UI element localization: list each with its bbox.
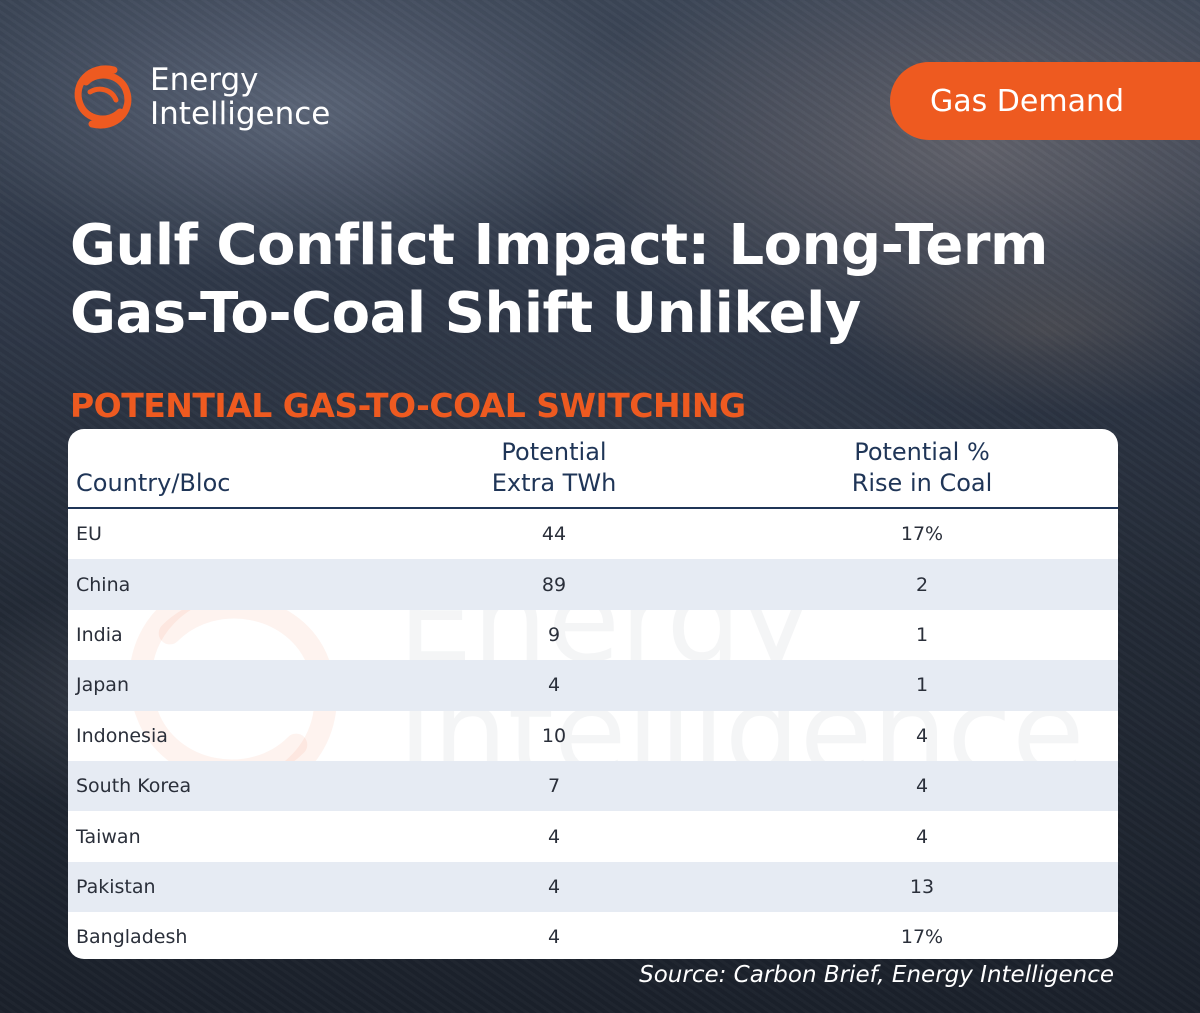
cell-country: India: [76, 623, 123, 646]
column-header-extra-twh-line1: Potential: [501, 438, 607, 466]
cell-extra-twh: 9: [547, 623, 561, 646]
cell-coal-rise: 4: [915, 724, 929, 747]
column-header-extra-twh-line2: Extra TWh: [491, 469, 617, 497]
source-note: Source: Carbon Brief, Energy Intelligenc…: [639, 962, 1114, 988]
table-row: India 9 1: [68, 610, 1118, 660]
cell-country: Taiwan: [76, 825, 141, 848]
table-row: Pakistan 4 13: [68, 861, 1118, 913]
table-row: South Korea 7 4: [68, 760, 1118, 812]
cell-extra-twh: 4: [547, 926, 561, 949]
table-header: Country/Bloc Potential Extra TWh Potenti…: [68, 429, 1118, 509]
cell-coal-rise: 1: [915, 674, 929, 697]
cell-extra-twh: 7: [547, 775, 561, 798]
table-row: Taiwan 4 4: [68, 811, 1118, 861]
page-title: Gulf Conflict Impact: Long-Term Gas-To-C…: [70, 212, 1150, 348]
brand-logo: Energy Intelligence: [70, 62, 330, 132]
cell-extra-twh: 10: [541, 724, 567, 747]
cell-country: Pakistan: [76, 875, 156, 898]
category-tag: Gas Demand: [890, 62, 1200, 140]
cell-extra-twh: 4: [547, 875, 561, 898]
cell-coal-rise: 13: [909, 875, 935, 898]
cell-coal-rise: 17%: [900, 523, 944, 546]
cell-country: Indonesia: [76, 724, 168, 747]
brand-name: Energy Intelligence: [150, 63, 330, 131]
cell-extra-twh: 89: [541, 573, 567, 596]
cell-coal-rise: 4: [915, 825, 929, 848]
table-row: Bangladesh 4 17%: [68, 912, 1118, 959]
column-header-coal-rise: Potential % Rise in Coal: [760, 437, 1084, 499]
column-header-coal-rise-line1: Potential %: [854, 438, 990, 466]
cell-country: South Korea: [76, 775, 192, 798]
cell-extra-twh: 4: [547, 825, 561, 848]
cell-country: Japan: [76, 674, 129, 697]
page-title-line2: Gas-To-Coal Shift Unlikely: [70, 281, 861, 346]
column-header-country-line2: Country/Bloc: [76, 469, 231, 497]
cell-coal-rise: 17%: [900, 926, 944, 949]
energy-intelligence-logo-icon: [74, 65, 132, 129]
page-title-line1: Gulf Conflict Impact: Long-Term: [70, 213, 1048, 278]
column-header-extra-twh: Potential Extra TWh: [392, 437, 716, 499]
brand-name-line2: Intelligence: [150, 96, 331, 132]
data-table: Energy Intelligence Country/Bloc Potenti…: [68, 429, 1118, 959]
table-row: Japan 4 1: [68, 660, 1118, 711]
cell-coal-rise: 4: [915, 775, 929, 798]
column-header-coal-rise-line2: Rise in Coal: [851, 469, 993, 497]
cell-country: Bangladesh: [76, 926, 188, 949]
column-header-country: Country/Bloc: [76, 468, 230, 499]
cell-extra-twh: 44: [541, 523, 567, 546]
table-row: China 89 2: [68, 559, 1118, 610]
cell-extra-twh: 4: [547, 674, 561, 697]
cell-coal-rise: 2: [915, 573, 929, 596]
cell-country: EU: [76, 523, 102, 546]
cell-coal-rise: 1: [915, 623, 929, 646]
table-row: EU 44 17%: [68, 509, 1118, 559]
cell-country: China: [76, 573, 131, 596]
table-row: Indonesia 10 4: [68, 711, 1118, 761]
brand-name-line1: Energy: [150, 62, 259, 98]
table-title: POTENTIAL GAS-TO-COAL SWITCHING: [70, 386, 746, 425]
